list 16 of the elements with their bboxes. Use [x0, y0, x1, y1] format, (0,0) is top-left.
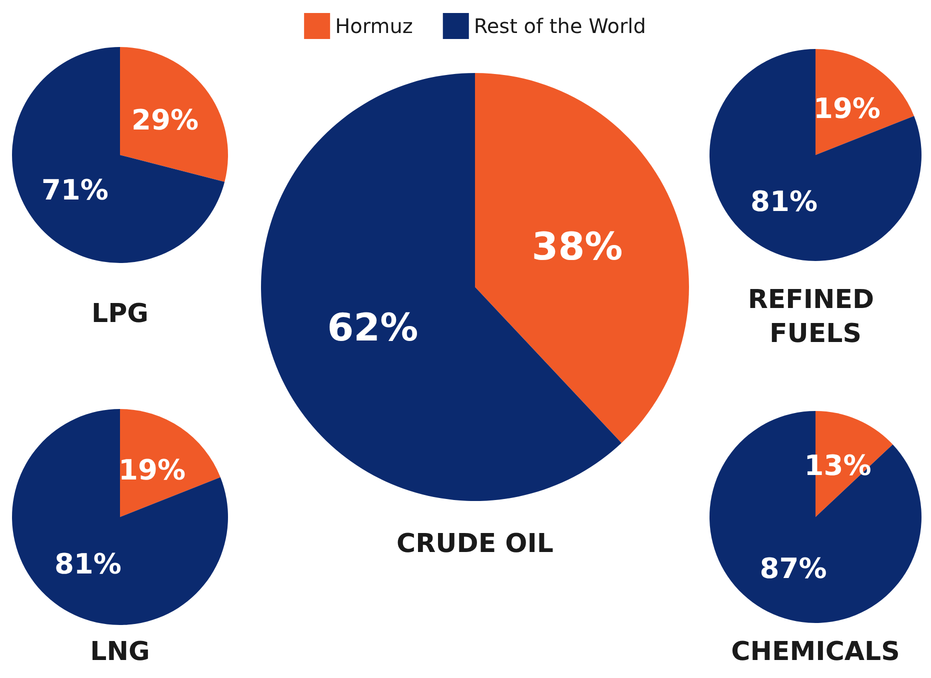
text: LPG — [92, 299, 148, 329]
legend-label: Hormuz — [335, 14, 413, 38]
data-label: 62% — [327, 305, 418, 350]
data-label: 81% — [54, 548, 122, 581]
data-label: 19% — [813, 92, 880, 126]
data-label: 87% — [760, 552, 827, 585]
data-label: 38% — [532, 224, 623, 269]
text: CRUDE OIL — [396, 529, 554, 559]
data-label: 29% — [132, 104, 199, 137]
text: LNG — [90, 637, 150, 667]
text: CHEMICALS — [731, 637, 900, 667]
data-label: 19% — [118, 453, 186, 486]
data-label: 71% — [41, 173, 108, 206]
legend-label: Rest of the World — [474, 14, 646, 38]
text: REFINED FUELS — [748, 285, 884, 349]
data-label: 81% — [750, 184, 818, 218]
